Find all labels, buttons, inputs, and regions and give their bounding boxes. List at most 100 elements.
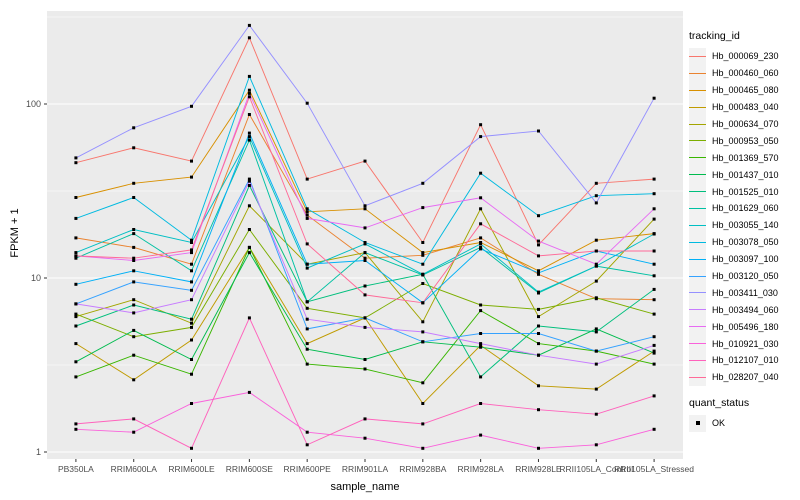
data-point [479,309,483,313]
data-point [132,232,136,236]
data-point [247,23,251,27]
data-point [421,422,425,426]
legend-line-swatch [689,123,706,125]
legend-key [689,284,706,302]
data-point [421,251,425,255]
data-point [363,293,367,297]
x-tick-label: RRIM928LA [457,464,504,474]
data-point [421,282,425,285]
data-point [305,430,309,434]
legend-label: Hb_010921_030 [712,338,779,349]
data-point [305,207,309,211]
x-axis-title: sample_name [330,481,400,493]
legend-key [689,166,706,184]
x-tick-label: RRIM928BA [399,464,447,474]
data-point [247,88,251,92]
legend-label: Hb_000483_040 [712,102,779,113]
data-point [247,91,251,95]
data-point [247,177,251,181]
legend-label: Hb_003494_060 [712,304,779,315]
data-point [74,302,78,306]
legend-item-Hb_001525_010: Hb_001525_010 [689,183,799,201]
data-point [74,324,78,328]
legend-line-swatch [689,326,706,328]
data-point [652,362,656,366]
data-point [190,288,193,292]
legend-key [689,414,706,432]
data-point [363,358,367,361]
data-point [305,177,309,181]
data-point [132,259,136,262]
data-point [421,301,425,305]
data-point [652,274,656,278]
data-point [594,362,598,366]
data-point [132,298,136,302]
data-point [652,217,656,221]
legend-key [689,98,706,116]
data-point [190,317,193,321]
data-point [363,256,367,260]
data-point [421,206,425,210]
legend-key [689,335,706,353]
legend-key [689,149,706,167]
x-tick-label: RRIM928LE [515,464,562,474]
data-point [363,226,367,230]
data-point [594,262,598,266]
data-point [421,272,425,276]
data-point [190,402,193,405]
data-point [190,262,193,266]
legend-key [689,81,706,99]
data-point [594,443,598,447]
data-point [74,196,78,199]
data-point [479,247,483,251]
legend-line-swatch [689,241,706,243]
data-point [363,436,367,440]
data-point [363,259,367,262]
data-point [537,254,540,258]
legend-key [689,216,706,234]
data-point [247,95,251,99]
legend-label: Hb_001629_060 [712,203,779,214]
data-point [537,324,540,328]
data-point [537,408,540,412]
data-point [652,298,656,302]
data-point [594,264,598,268]
data-point [305,242,309,246]
data-point [247,204,251,208]
data-point [247,36,251,40]
data-point [652,287,656,291]
legend-label: Hb_000460_060 [712,68,779,79]
data-point [594,387,598,391]
y-tick-label: 100 [26,99,41,109]
data-point [537,315,540,319]
data-point [652,427,656,431]
legend-key [689,199,706,217]
data-point [479,222,483,226]
data-point [247,74,251,78]
data-point [190,325,193,329]
data-point [594,327,598,331]
data-point [132,146,136,150]
data-point [74,422,78,426]
data-point [190,269,193,273]
legend-line-swatch [689,224,706,226]
data-point [132,335,136,339]
data-point [594,296,598,300]
data-point [190,280,193,284]
data-point [74,342,78,346]
data-point [190,446,193,450]
data-point [190,159,193,163]
x-tick-label: RRII105LA_Stressed [614,464,694,474]
data-point [190,338,193,342]
data-point [537,384,540,388]
data-point [363,325,367,329]
legend-label: Hb_003097_100 [712,254,779,265]
data-point [652,232,656,236]
data-point [421,241,425,244]
data-point [132,196,136,199]
data-point [652,177,656,181]
color-legend-title: tracking_id [689,30,740,42]
data-point [74,375,78,379]
data-point [132,256,136,260]
legend: tracking_id Hb_000069_230 Hb_000460_060 Hb… [689,30,799,432]
